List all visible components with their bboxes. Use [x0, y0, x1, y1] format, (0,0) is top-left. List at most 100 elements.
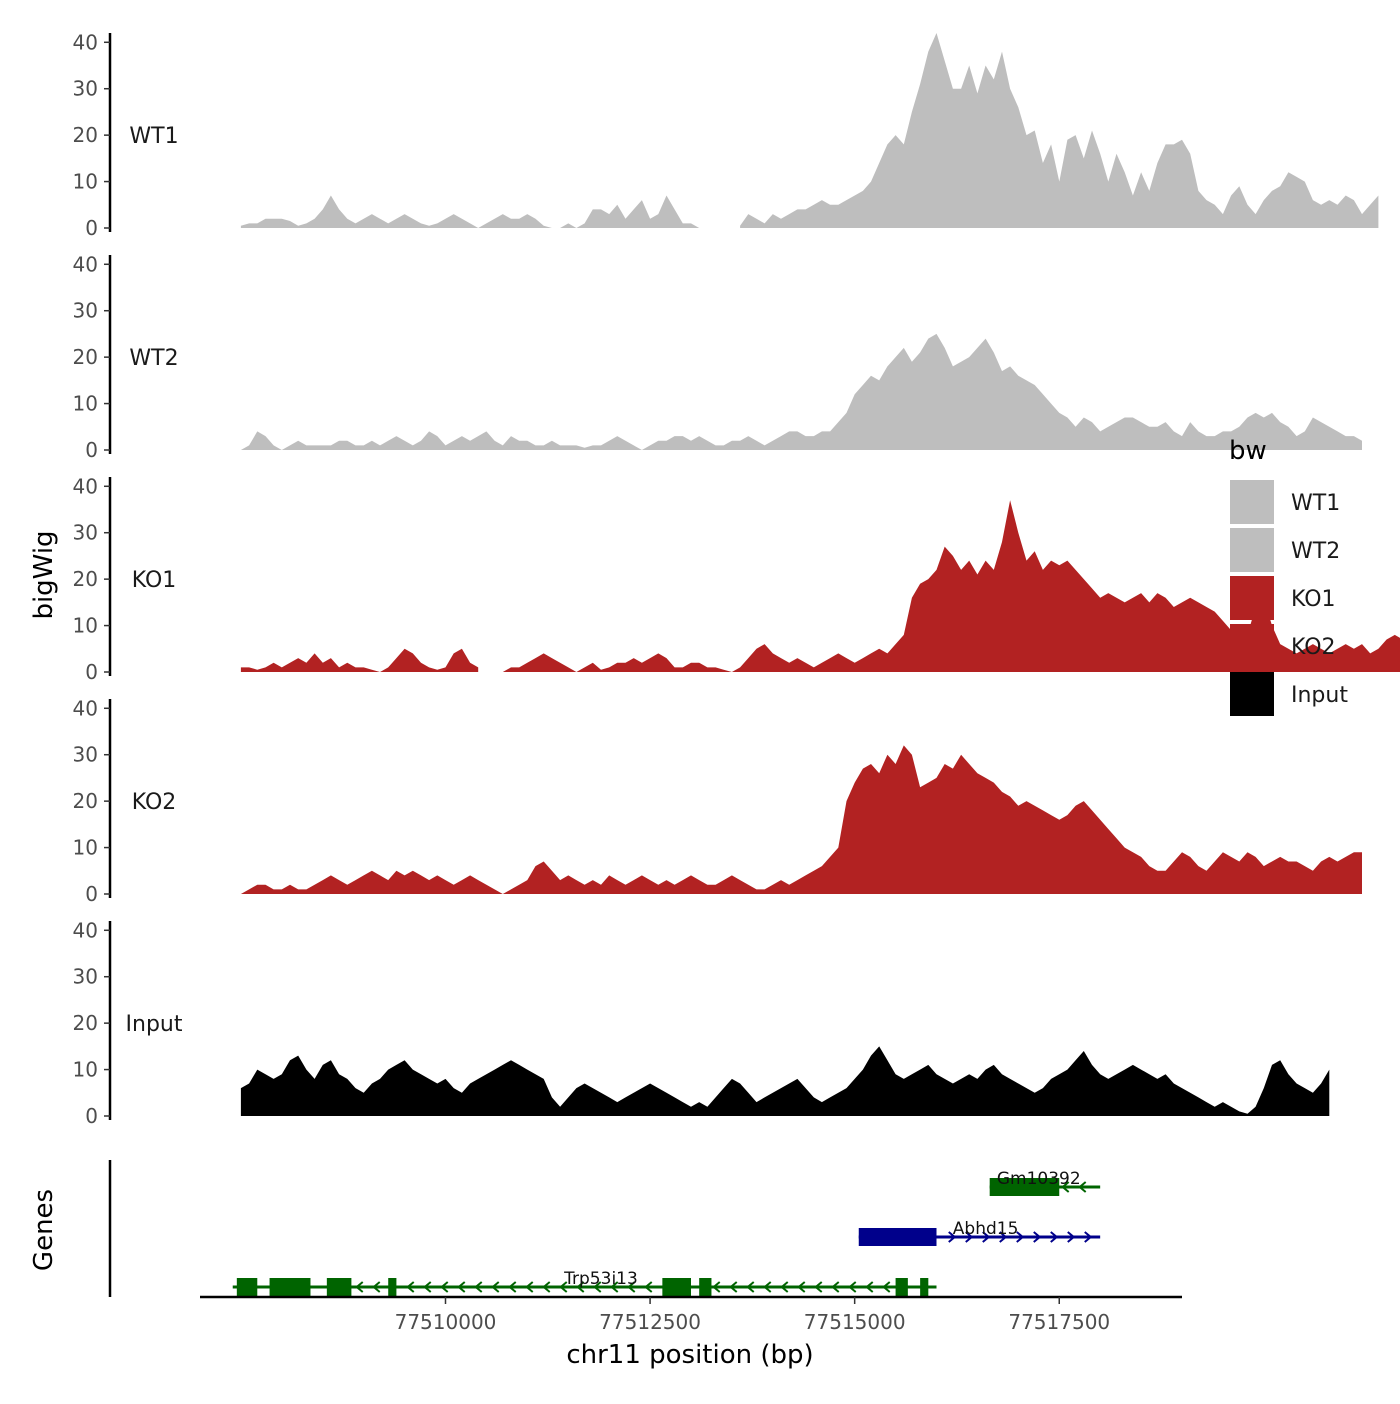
gene-label-abhd15: Abhd15	[953, 1219, 1019, 1239]
y-tick-label: 0	[85, 660, 98, 684]
y-tick-label: 10	[73, 614, 98, 638]
strand-arrow	[355, 1281, 364, 1293]
strand-arrow	[948, 1231, 957, 1243]
strand-arrow	[780, 1281, 789, 1293]
strand-arrow	[525, 1281, 534, 1293]
coverage-area-wt1-0	[240, 195, 700, 228]
panel-input: 0 10 20 30 40 Input	[73, 918, 1330, 1128]
exon-trp53i13-1	[269, 1278, 311, 1296]
legend: bw WT1 WT2 KO1 KO2 Input	[1229, 436, 1348, 716]
legend-swatch-ko2	[1230, 624, 1274, 668]
y-tick-label: 0	[85, 438, 98, 462]
strand-arrow	[729, 1281, 738, 1293]
strand-arrow	[491, 1281, 500, 1293]
strand-arrow	[999, 1231, 1008, 1243]
y-tick-label: 20	[73, 123, 98, 147]
gene-abhd15: Abhd15	[858, 1219, 1101, 1246]
y-tick-label: 40	[73, 696, 98, 720]
legend-label-ko2: KO2	[1291, 635, 1336, 660]
legend-swatch-wt2	[1230, 528, 1274, 572]
strand-arrow	[1084, 1231, 1093, 1243]
strand-arrow	[746, 1281, 755, 1293]
strand-arrow	[865, 1281, 874, 1293]
exon-trp53i13-0	[236, 1278, 258, 1296]
gene-track-title: Genes	[29, 1189, 59, 1271]
coverage-area-wt2-0	[240, 333, 1362, 450]
y-axis-title: bigWig	[29, 530, 59, 619]
exon-trp53i13-7	[920, 1278, 929, 1296]
panel-ko2: 0 10 20 30 40 KO2	[73, 696, 1362, 906]
exon-trp53i13-2	[326, 1278, 352, 1296]
strand-arrow	[610, 1281, 619, 1293]
coverage-area-input-0	[240, 1046, 1330, 1116]
strand-arrow	[593, 1281, 602, 1293]
panel-wt1: 0 10 20 30 40 WT1	[73, 30, 1379, 240]
strand-arrow	[1050, 1231, 1059, 1243]
strand-arrow	[440, 1281, 449, 1293]
coverage-area-ko2-0	[240, 745, 1362, 894]
y-tick-label: 0	[85, 216, 98, 240]
x-tick-label: 77515000	[804, 1310, 906, 1334]
strand-arrow	[848, 1281, 857, 1293]
strand-arrow	[406, 1281, 415, 1293]
track-label-ko2: KO2	[132, 790, 177, 815]
coverage-panels: 0 10 20 30 40 WT1 0 10 20 30 40 WT2 0 10 20 30 40 KO1 0 10 2…	[73, 30, 1400, 1128]
strand-arrow	[576, 1281, 585, 1293]
exon-trp53i13-6	[895, 1278, 908, 1296]
y-tick-label: 10	[73, 392, 98, 416]
strand-arrow	[1067, 1231, 1076, 1243]
strand-arrow	[831, 1281, 840, 1293]
legend-swatch-ko1	[1230, 576, 1274, 620]
x-axis: 77510000 77512500 77515000 77517500	[200, 1295, 1182, 1334]
legend-label-input: Input	[1291, 683, 1348, 708]
y-tick-label: 40	[73, 252, 98, 276]
strand-arrow	[712, 1281, 721, 1293]
y-tick-label: 40	[73, 918, 98, 942]
coverage-area-wt1-1	[740, 33, 1379, 228]
strand-arrow	[982, 1231, 991, 1243]
strand-arrow	[1016, 1231, 1025, 1243]
panel-wt2: 0 10 20 30 40 WT2	[73, 252, 1362, 462]
strand-arrow	[627, 1281, 636, 1293]
legend-label-wt1: WT1	[1291, 491, 1340, 516]
legend-title: bw	[1229, 436, 1267, 466]
y-tick-label: 30	[73, 299, 98, 323]
strand-arrow	[882, 1281, 891, 1293]
strand-arrow	[814, 1281, 823, 1293]
strand-arrow	[372, 1281, 381, 1293]
strand-arrow	[474, 1281, 483, 1293]
y-tick-label: 10	[73, 170, 98, 194]
exon-trp53i13-3	[388, 1278, 397, 1296]
strand-arrow	[423, 1281, 432, 1293]
x-tick-label: 77517500	[1008, 1310, 1110, 1334]
strand-arrow	[965, 1231, 974, 1243]
x-axis-title: chr11 position (bp)	[566, 1340, 813, 1370]
coverage-area-ko1-0	[240, 648, 479, 672]
y-tick-label: 20	[73, 567, 98, 591]
gene-trp53i13: Trp53i13	[232, 1269, 937, 1296]
legend-swatch-input	[1230, 672, 1274, 716]
panel-ko1: 0 10 20 30 40 KO1	[73, 474, 1400, 684]
y-tick-label: 40	[73, 474, 98, 498]
strand-arrow	[797, 1281, 806, 1293]
exon-gm10392-0	[989, 1178, 1060, 1196]
strand-arrow	[644, 1281, 653, 1293]
strand-arrow	[1078, 1181, 1087, 1193]
legend-label-wt2: WT2	[1291, 539, 1340, 564]
exon-abhd15-0	[858, 1228, 937, 1246]
y-tick-label: 10	[73, 1058, 98, 1082]
gene-label-gm10392: Gm10392	[997, 1169, 1081, 1189]
x-tick-label: 77512500	[599, 1310, 701, 1334]
strand-arrow	[763, 1281, 772, 1293]
exon-trp53i13-4	[662, 1278, 691, 1296]
strand-arrow	[1033, 1231, 1042, 1243]
gene-gm10392: Gm10392	[989, 1169, 1101, 1196]
y-tick-label: 30	[73, 521, 98, 545]
legend-swatch-wt1	[1230, 480, 1274, 524]
gene-label-trp53i13: Trp53i13	[563, 1269, 638, 1289]
y-tick-label: 0	[85, 882, 98, 906]
strand-arrow	[559, 1281, 568, 1293]
exon-trp53i13-5	[699, 1278, 712, 1296]
